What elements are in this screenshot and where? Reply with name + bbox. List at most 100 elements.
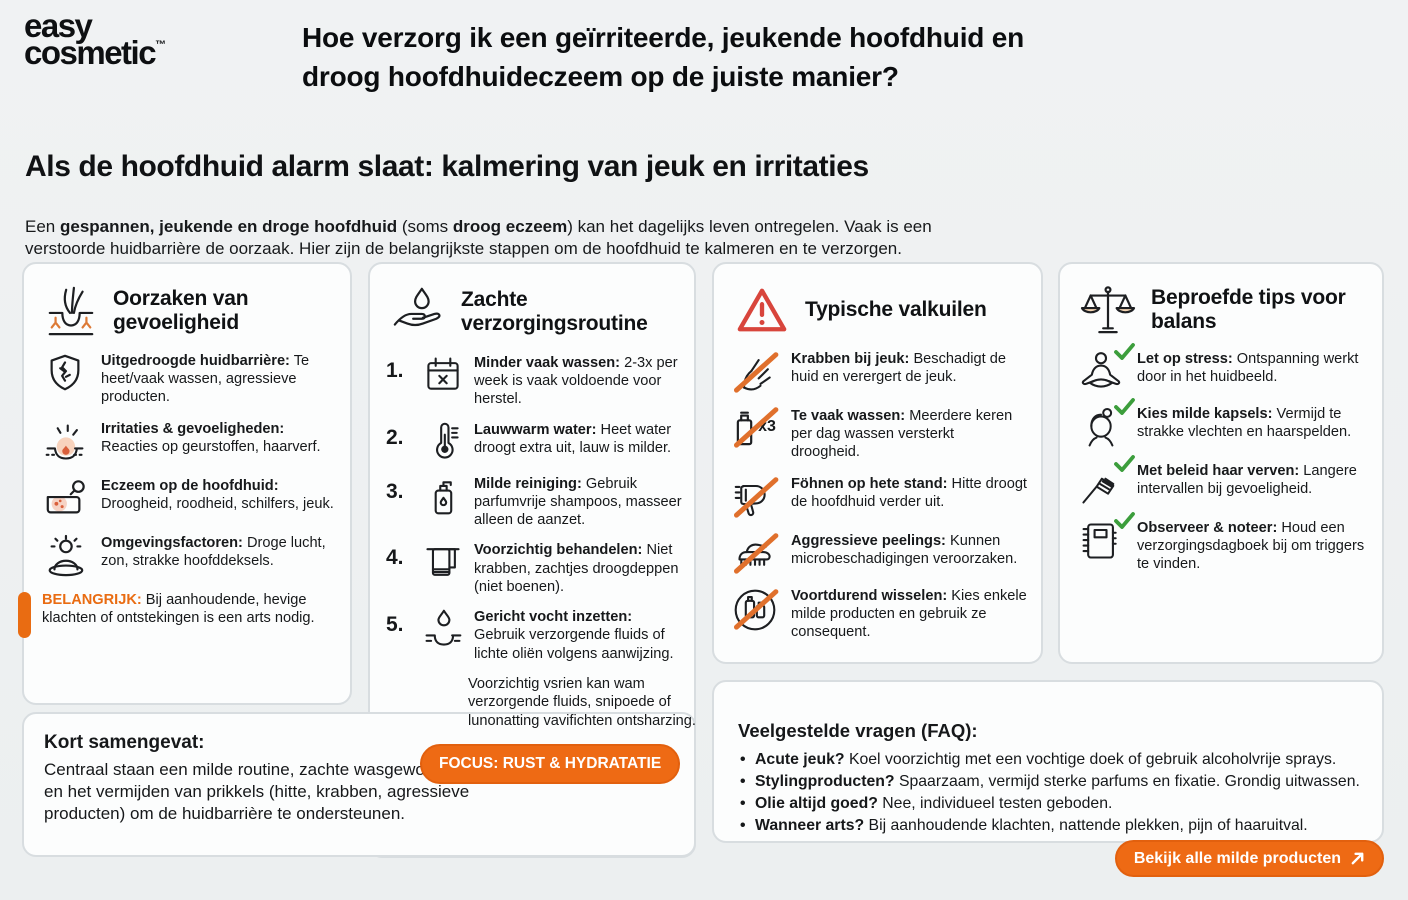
check-icon: [1114, 455, 1135, 472]
faq-item: Stylingproducten? Spaarzaam, vermijd ste…: [738, 771, 1362, 793]
faq-heading: Veelgestelde vragen (FAQ):: [738, 720, 978, 741]
pump-bottle-icon: [421, 475, 465, 517]
item-text: Te vaak wassen: Meerdere keren per dag w…: [791, 408, 1013, 461]
item-text: Irritaties & gevoeligheden: Reacties op …: [101, 420, 321, 455]
item-text: Minder vaak wassen: 2-3x per week is vaa…: [474, 355, 678, 408]
important-note: BELANGRIJK: Bij aanhoudende, hevige klac…: [18, 591, 336, 639]
list-item: Met beleid haar verven: Langere interval…: [1060, 455, 1382, 506]
bottle-x3-icon: x3: [732, 407, 778, 447]
card-pitfalls-header: Typische valkuilen: [714, 264, 1041, 350]
step-number: 5.: [386, 613, 404, 637]
item-text: Omgevingsfactoren: Droge lucht, zon, str…: [101, 534, 326, 569]
item-text: Voortdurend wisselen: Kies enkele milde …: [791, 587, 1027, 641]
list-item: Let op stress: Ontspanning werkt door in…: [1060, 343, 1382, 392]
item-text: Kies milde kapsels: Vermijd te strakke v…: [1137, 406, 1352, 441]
list-item: Krabben bij jeuk: Beschadigt de huid en …: [714, 350, 1041, 394]
faq-item: Acute jeuk? Koel voorzichtig met een voc…: [738, 749, 1362, 771]
item-text: Aggressieve peelings: Kunnen microbescha…: [791, 532, 1018, 567]
focus-badge: FOCUS: RUST & HYDRATATIE: [420, 744, 681, 785]
summary-box: Kort samengevat: Centraal staan een mild…: [22, 712, 696, 857]
list-item: Uitgedroogde huidbarrière: Te heet/vaak …: [24, 352, 350, 407]
item-text: Let op stress: Ontspanning werkt door in…: [1137, 351, 1359, 386]
intro-paragraph: Een gespannen, jeukende en droge hoofdhu…: [25, 217, 932, 259]
step-number: 3.: [386, 479, 404, 503]
routine-step: 3. Milde reiniging: Gebruik parfumvrije …: [370, 475, 694, 530]
faq-item: Wanneer arts? Bij aanhoudende klachten, …: [738, 815, 1362, 837]
dye-brush-icon: [1078, 455, 1135, 506]
routine-step: 5. Gericht vocht inzetten: Gebruik verzo…: [370, 608, 694, 663]
list-item: Aggressieve peelings: Kunnen microbescha…: [714, 532, 1041, 574]
card-pitfalls-title: Typische valkuilen: [805, 298, 987, 322]
card-routine-title: Zachte verzorgingsroutine: [461, 288, 648, 335]
summary-text: Centraal staan een milde routine, zachte…: [44, 760, 470, 824]
important-label: BELANGRIJK:: [42, 591, 142, 608]
towel-icon: [421, 541, 465, 583]
routine-note: Voorzichtig vsrien kan wam verzorgende f…: [468, 675, 696, 729]
moisture-drop-icon: [421, 608, 465, 650]
list-item: Omgevingsfactoren: Droge lucht, zon, str…: [24, 534, 350, 578]
card-tips-header: Beproefde tips voor balans: [1060, 264, 1382, 350]
calendar-x-icon: [421, 354, 465, 396]
routine-bottom: Voorzichtig vsrien kan wam verzorgende f…: [370, 675, 696, 785]
list-item: x3 Te vaak wassen: Meerdere keren per da…: [714, 407, 1041, 462]
trademark-symbol: ™: [155, 39, 167, 52]
card-causes-header: Oorzaken van gevoeligheid: [24, 264, 350, 352]
card-causes-title: Oorzaken van gevoeligheid: [113, 287, 249, 334]
hand-drop-icon: [390, 284, 446, 340]
item-text: Uitgedroogde huidbarrière: Te heet/vaak …: [101, 353, 310, 406]
card-routine: Zachte verzorgingsroutine 1. Minder vaak…: [368, 262, 696, 858]
list-item: Kies milde kapsels: Vermijd te strakke v…: [1060, 398, 1382, 449]
card-routine-header: Zachte verzorgingsroutine: [370, 264, 694, 354]
sun-hat-icon: [42, 534, 88, 578]
step-number: 4.: [386, 546, 404, 570]
balance-scale-icon: [1080, 284, 1136, 336]
notebook-icon: [1078, 512, 1135, 563]
brand-logo-line2: cosmetic™: [24, 34, 167, 72]
item-text: Föhnen op hete stand: Hitte droogt de ho…: [791, 475, 1027, 510]
hairstyle-icon: [1078, 398, 1135, 449]
list-item: Voortdurend wisselen: Kies enkele milde …: [714, 587, 1041, 642]
list-item: Föhnen op hete stand: Hitte droogt de ho…: [714, 475, 1041, 519]
item-text: Krabben bij jeuk: Beschadigt de huid en …: [791, 351, 1006, 386]
product-switch-icon: [732, 587, 778, 633]
page-title: Hoe verzorg ik een geïrriteerde, jeukend…: [302, 22, 1025, 93]
faq-list: Acute jeuk? Koel voorzichtig met een voc…: [738, 749, 1362, 838]
card-causes: Oorzaken van gevoeligheid Uitgedroogde h…: [18, 262, 352, 705]
item-text: Eczeem op de hoofdhuid: Droogheid, roodh…: [101, 477, 334, 512]
routine-step: 4. Voorzichtig behandelen: Niet krabben,…: [370, 541, 694, 596]
scrub-brush-icon: [732, 532, 778, 574]
thermometer-icon: [421, 421, 465, 463]
item-text: Milde reiniging: Gebruik parfumvrije sha…: [474, 475, 682, 529]
irritation-icon: [42, 420, 88, 464]
view-products-label: Bekijk alle milde producten: [1133, 849, 1341, 867]
section-heading: Als de hoofdhuid alarm slaat: kalmering …: [25, 150, 869, 183]
check-icon: [1114, 343, 1135, 360]
shield-crack-icon: [42, 352, 88, 394]
routine-step: 2. Lauwwarm water: Heet water droogt ext…: [370, 421, 694, 463]
brand-logo-line1: easy: [24, 7, 93, 44]
warning-triangle-icon: [734, 284, 790, 336]
item-text: Voorzichtig behandelen: Niet krabben, za…: [474, 542, 679, 595]
item-text: Observeer & noteer: Houd een verzorgings…: [1137, 520, 1365, 573]
faq-box: Veelgestelde vragen (FAQ): Acute jeuk? K…: [712, 680, 1384, 843]
card-pitfalls: Typische valkuilen Krabben bij jeuk: Bes…: [712, 262, 1043, 664]
hairdryer-icon: [732, 475, 778, 519]
step-number: 2.: [386, 425, 404, 449]
follicle-icon: [44, 284, 98, 338]
item-text: Met beleid haar verven: Langere interval…: [1137, 463, 1357, 498]
arrow-up-right-icon: [1351, 852, 1364, 865]
faq-item: Olie altijd goed? Nee, individueel teste…: [738, 793, 1362, 815]
brand-logo: easy cosmetic™: [24, 7, 167, 72]
summary-heading: Kort samengevat:: [44, 732, 205, 753]
view-products-button[interactable]: Bekijk alle milde producten: [1114, 840, 1384, 877]
list-item: Eczeem op de hoofdhuid: Droogheid, roodh…: [24, 477, 350, 521]
item-text: Lauwwarm water: Heet water droogt extra …: [474, 421, 672, 456]
meditation-icon: [1078, 343, 1135, 392]
card-tips: Beproefde tips voor balans Let op stress…: [1058, 262, 1384, 664]
list-item: Irritaties & gevoeligheden: Reacties op …: [24, 420, 350, 464]
check-icon: [1114, 512, 1135, 529]
scratching-hand-icon: [732, 350, 778, 394]
routine-step: 1. Minder vaak wassen: 2-3x per week is …: [370, 354, 694, 409]
bottle-x3-label: x3: [758, 418, 776, 435]
